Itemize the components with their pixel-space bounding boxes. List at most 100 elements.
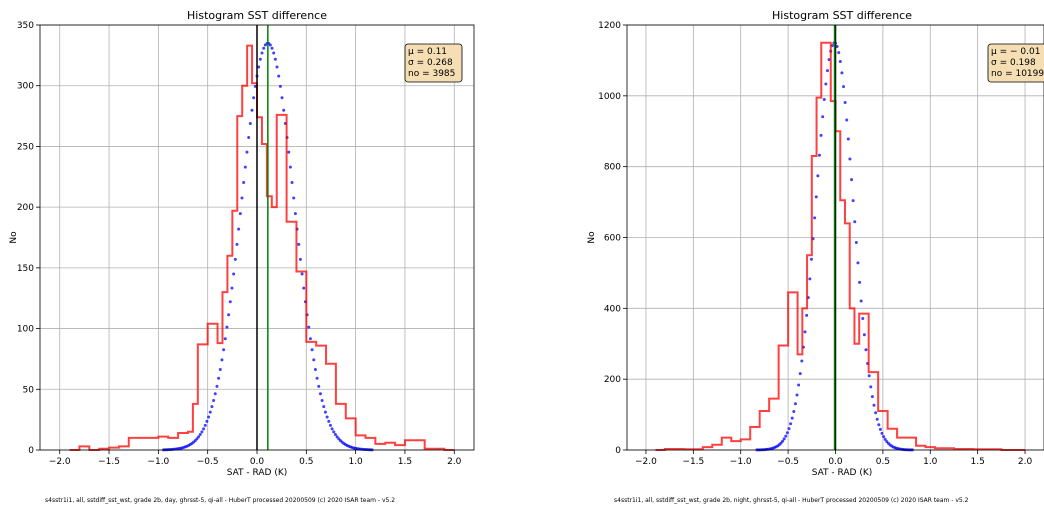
gaussian-point bbox=[213, 392, 217, 396]
gaussian-point bbox=[800, 359, 804, 363]
gaussian-point bbox=[242, 181, 246, 184]
x-tick-label: 2.0 bbox=[447, 457, 462, 467]
stats-line: σ = 0.198 bbox=[991, 58, 1036, 68]
gaussian-point bbox=[335, 435, 339, 439]
histogram-step bbox=[655, 41, 1026, 451]
gaussian-point bbox=[282, 108, 286, 112]
gaussian-point bbox=[198, 433, 202, 437]
gaussian-point bbox=[222, 348, 226, 352]
gaussian-point bbox=[197, 435, 201, 439]
y-tick-label: 50 bbox=[23, 385, 35, 395]
gaussian-point bbox=[803, 330, 807, 334]
footer-right: s4sstr1i1, all, sstdiff_sst_wst, grade 2… bbox=[614, 497, 969, 504]
stats-box bbox=[987, 43, 1044, 83]
stats-line: μ = 0.11 bbox=[408, 47, 447, 57]
gaussian-point bbox=[200, 430, 204, 434]
gaussian-point bbox=[248, 121, 252, 125]
stats-line: no = 3985 bbox=[408, 69, 455, 79]
gaussian-point bbox=[798, 372, 802, 376]
gaussian-point bbox=[227, 313, 231, 317]
gaussian-point bbox=[240, 196, 244, 200]
gaussian-point bbox=[260, 51, 264, 55]
gaussian-point bbox=[843, 100, 847, 104]
y-tick-label: 0 bbox=[28, 446, 34, 456]
histogram-panel-night: −2.0 −1.5 −1.0 −0.5 0.0 0.5 1.0 1.5 2.0 0 200 400 60… bbox=[587, 9, 1044, 478]
gaussian-point bbox=[883, 437, 887, 441]
stats-line: σ = 0.268 bbox=[408, 58, 453, 68]
gaussian-point bbox=[250, 108, 254, 112]
gaussian-point bbox=[781, 439, 785, 443]
chart-title: Histogram SST difference bbox=[187, 9, 327, 22]
gaussian-point bbox=[278, 84, 282, 88]
gaussian-point bbox=[245, 150, 249, 154]
gaussian-point bbox=[195, 437, 199, 441]
gaussian-point bbox=[864, 348, 868, 352]
gaussian-point bbox=[298, 257, 302, 261]
gaussian-point bbox=[297, 242, 301, 246]
gaussian-point bbox=[869, 385, 873, 389]
gaussian-point bbox=[292, 196, 296, 200]
gaussian-point bbox=[288, 165, 292, 169]
y-tick-label: 600 bbox=[604, 234, 621, 244]
gaussian-point bbox=[872, 403, 876, 407]
y-axis-label: No bbox=[9, 231, 19, 244]
y-tick-label: 200 bbox=[604, 375, 621, 385]
gaussian-point bbox=[270, 46, 274, 50]
x-tick-label: −0.5 bbox=[197, 457, 219, 467]
y-tick-label: 250 bbox=[17, 142, 34, 152]
gaussian-point bbox=[203, 423, 207, 427]
gaussian-point bbox=[258, 57, 262, 61]
gaussian-point bbox=[290, 181, 294, 184]
gaussian-point bbox=[280, 96, 284, 100]
gaussian-point bbox=[223, 337, 227, 341]
gaussian-point bbox=[851, 199, 855, 203]
gaussian-point bbox=[238, 212, 242, 216]
gaussian-point bbox=[809, 257, 813, 261]
y-tick-label: 100 bbox=[17, 325, 34, 335]
gaussian-point bbox=[877, 423, 881, 427]
gaussian-point bbox=[837, 51, 841, 55]
gaussian-point bbox=[317, 384, 321, 388]
gaussian-point bbox=[272, 51, 276, 55]
gaussian-point bbox=[840, 71, 844, 75]
gaussian-point bbox=[846, 137, 850, 141]
x-tick-label: −1.0 bbox=[730, 457, 752, 467]
gaussian-point bbox=[273, 57, 277, 61]
gaussian-point bbox=[793, 402, 797, 406]
gaussian-point bbox=[867, 374, 871, 378]
x-tick-label: −2.0 bbox=[49, 457, 71, 467]
x-tick-label: −2.0 bbox=[635, 457, 657, 467]
gaussian-point bbox=[210, 405, 214, 409]
gaussian-point bbox=[814, 195, 818, 199]
gaussian-point bbox=[330, 427, 334, 431]
chart-title: Histogram SST difference bbox=[772, 9, 912, 22]
gaussian-point bbox=[870, 395, 874, 399]
stats-box bbox=[404, 43, 463, 83]
gaussian-point bbox=[861, 316, 865, 320]
gaussian-point bbox=[307, 325, 311, 329]
x-tick-label: 1.0 bbox=[923, 457, 938, 467]
gaussian-point bbox=[822, 97, 826, 101]
gaussian-point bbox=[323, 410, 327, 414]
y-tick-label: 1200 bbox=[598, 21, 621, 31]
gaussian-point bbox=[300, 272, 304, 276]
x-tick-label: −0.5 bbox=[777, 457, 799, 467]
x-tick-label: 1.0 bbox=[348, 457, 363, 467]
gaussian-point bbox=[784, 434, 788, 438]
gaussian-point bbox=[835, 44, 839, 48]
x-tick-label: −1.0 bbox=[147, 457, 169, 467]
gaussian-point bbox=[232, 272, 236, 276]
x-tick-label: −1.5 bbox=[98, 457, 120, 467]
x-tick-label: 0.0 bbox=[828, 457, 843, 467]
gaussian-point bbox=[842, 85, 846, 89]
x-tick-label: 2.0 bbox=[1018, 457, 1033, 467]
y-tick-label: 350 bbox=[17, 21, 34, 31]
stats-line: μ = − 0.01 bbox=[991, 47, 1040, 57]
gaussian-point bbox=[825, 69, 829, 73]
stats-line: no = 10199 bbox=[991, 69, 1044, 79]
footer-left: s4sstr1i1, all, sstdiff_sst_wst, grade 2… bbox=[45, 497, 396, 504]
y-tick-label: 1000 bbox=[598, 92, 621, 102]
gaussian-point bbox=[848, 157, 852, 161]
gaussian-point bbox=[856, 261, 860, 265]
